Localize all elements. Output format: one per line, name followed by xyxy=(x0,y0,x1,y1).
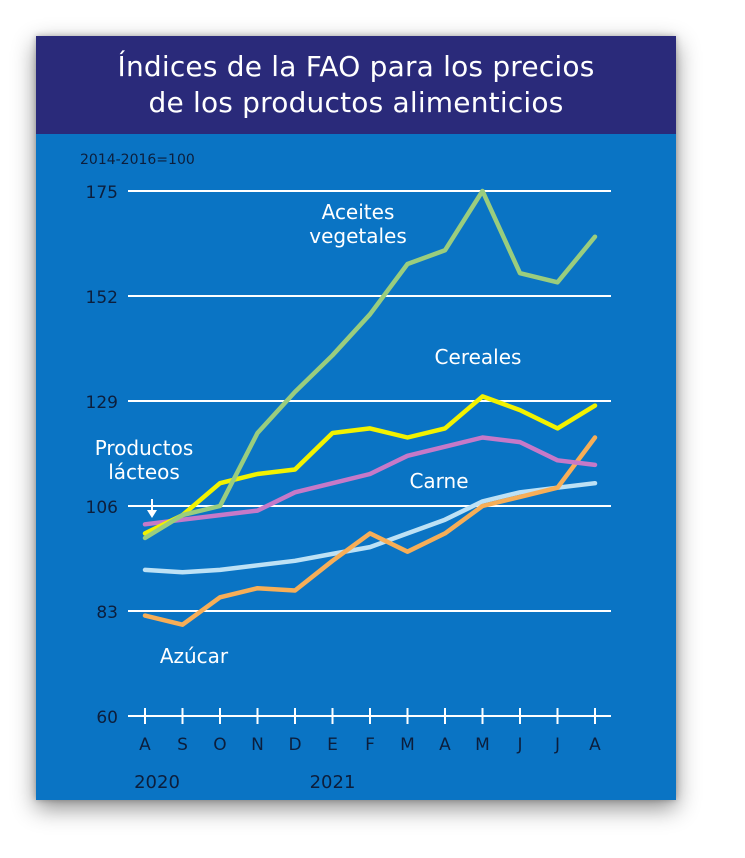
series-label-productos-lácteos: Productos xyxy=(95,436,194,460)
series-line-azúcar xyxy=(142,435,598,627)
x-tick-label: J xyxy=(554,735,560,755)
series-layer xyxy=(142,188,598,627)
line-chart: 2014-2016=100 60 83 106 129 152 175 A S O N D E F M A M… xyxy=(80,152,611,793)
series-label-cereales: Cereales xyxy=(435,345,522,369)
y-tick-label: 106 xyxy=(86,498,118,518)
y-tick-label: 83 xyxy=(96,603,118,623)
y-tick-label: 129 xyxy=(86,393,118,413)
x-tick-label: A xyxy=(439,735,451,755)
chart-header: Índices de la FAO para los precios de lo… xyxy=(36,36,676,134)
series-line-productos-lácteos xyxy=(142,435,598,527)
year-label: 2020 xyxy=(134,772,180,793)
x-tick-label: A xyxy=(139,735,151,755)
series-line-carne xyxy=(142,480,598,575)
unit-note: 2014-2016=100 xyxy=(80,152,195,168)
x-tick-label: A xyxy=(589,735,601,755)
arrow-down-icon xyxy=(147,510,157,518)
x-tick-label: N xyxy=(251,735,264,755)
y-tick-label: 152 xyxy=(86,288,118,308)
x-tick-label: F xyxy=(365,735,375,755)
axis-layer: 60 83 106 129 152 175 A S O N D E F M A M J J A 2020 2021 xyxy=(86,183,611,793)
x-tick-label: S xyxy=(177,735,188,755)
y-tick-label: 175 xyxy=(86,183,118,203)
x-tick-label: O xyxy=(213,735,226,755)
series-label-aceites-vegetales: vegetales xyxy=(309,224,407,248)
chart-title-line-2: de los productos alimenticios xyxy=(148,86,564,119)
series-label-azúcar: Azúcar xyxy=(160,644,229,668)
x-tick-label: M xyxy=(400,735,415,755)
y-tick-label: 60 xyxy=(96,708,118,728)
chart-title-line-1: Índices de la FAO para los precios xyxy=(117,50,595,83)
series-line-aceites-vegetales xyxy=(142,188,598,541)
series-label-aceites-vegetales: Aceites xyxy=(322,200,395,224)
grid-layer xyxy=(128,190,611,612)
x-tick-label: M xyxy=(475,735,490,755)
year-label: 2021 xyxy=(310,772,356,793)
chart-panel: Índices de la FAO para los precios de lo… xyxy=(36,36,676,800)
series-label-productos-lácteos: lácteos xyxy=(108,460,180,484)
x-tick-label: J xyxy=(516,735,522,755)
x-tick-label: D xyxy=(288,735,301,755)
series-label-carne: Carne xyxy=(409,469,468,493)
x-tick-label: E xyxy=(327,735,338,755)
series-line-cereales xyxy=(142,394,598,536)
